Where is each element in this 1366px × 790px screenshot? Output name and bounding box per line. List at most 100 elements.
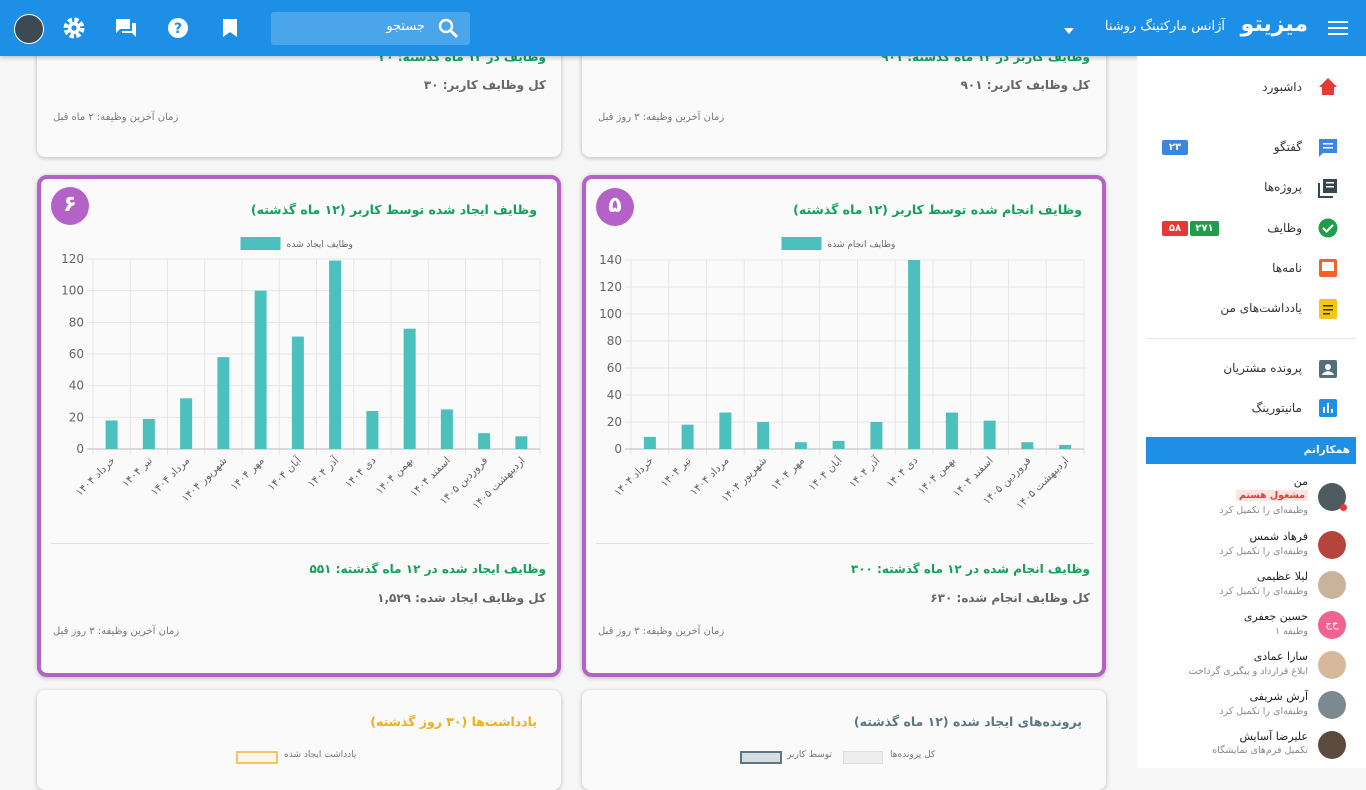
y-tick-label: 120 bbox=[61, 252, 84, 266]
x-tick-label: آذر ۱۴۰۴ bbox=[846, 453, 883, 490]
member-avatar[interactable] bbox=[1318, 691, 1346, 719]
legend-swatch bbox=[740, 751, 782, 764]
x-tick-label: خرداد ۱۴۰۴ bbox=[612, 455, 656, 499]
badge: ۵۸ bbox=[1162, 221, 1188, 236]
x-tick-label: مهر ۱۴۰۴ bbox=[228, 455, 266, 493]
caret bbox=[1064, 28, 1074, 34]
charts-layer: 0 20 40 60 80 100 120 140 وظایف انجام شده خرداد ۱… bbox=[61, 237, 1085, 512]
bar bbox=[440, 409, 453, 449]
member-activity: تکمیل فرم‌های نمایشگاه bbox=[1212, 745, 1308, 756]
y-tick-label: 60 bbox=[69, 347, 84, 361]
bar bbox=[945, 412, 958, 449]
member-name[interactable]: فرهاد شمس bbox=[1249, 530, 1308, 543]
menu-item[interactable]: پرونده مشتریان bbox=[1223, 361, 1302, 375]
status-dot bbox=[1340, 504, 1347, 511]
user-avatar[interactable] bbox=[14, 14, 44, 44]
bar bbox=[366, 411, 379, 449]
menu-item[interactable]: گفتگو bbox=[1273, 140, 1302, 154]
member-activity: وظیفه ۱ bbox=[1274, 626, 1308, 637]
chart-title: یادداشت‌ها (۳۰ روز گذشته) bbox=[370, 714, 537, 729]
y-tick-label: 60 bbox=[607, 361, 622, 375]
divider bbox=[1146, 338, 1356, 339]
app: وظایف کاربر در ۱۲ ماه گذشته: ۹۰۱ کل وظای… bbox=[0, 0, 1366, 764]
x-tick-label: آبان ۱۴۰۴ bbox=[805, 453, 845, 493]
member-name[interactable]: لیلا عظیمی bbox=[1256, 570, 1308, 583]
divider bbox=[596, 543, 1094, 544]
member-activity: وظیفه‌ای را تکمیل کرد bbox=[1219, 505, 1308, 516]
card-total: کل وظایف انجام شده: ۶۳۰ bbox=[930, 591, 1090, 605]
member-name[interactable]: سارا عمادی bbox=[1253, 650, 1308, 663]
member-name[interactable]: من bbox=[1293, 475, 1308, 488]
bar bbox=[254, 290, 267, 449]
help-icon[interactable]: ? bbox=[167, 17, 189, 39]
card-last: زمان آخرین وظیفه: ۳ روز قبل bbox=[53, 626, 180, 637]
legend-label: توسط کاربر bbox=[787, 750, 832, 760]
card-total: کل وظایف کاربر: ۳۰ bbox=[423, 78, 546, 92]
bar bbox=[142, 418, 155, 449]
search-box[interactable] bbox=[271, 12, 470, 45]
member-status: مشغول هستم bbox=[1236, 490, 1308, 501]
chart-title: وظایف ایجاد شده توسط کاربر (۱۲ ماه گذشته… bbox=[250, 202, 537, 217]
search-placeholder[interactable]: جستجو bbox=[386, 19, 425, 34]
chart-title: پرونده‌های ایجاد شده (۱۲ ماه گذشته) bbox=[853, 714, 1082, 729]
menu-icon bbox=[1319, 139, 1337, 157]
menu-icon bbox=[1318, 218, 1338, 238]
member-activity: وظیفه‌ای را تکمیل کرد bbox=[1219, 706, 1308, 717]
menu-icon bbox=[1319, 360, 1337, 378]
x-tick-label: دی ۱۴۰۴ bbox=[343, 454, 379, 490]
member-avatar[interactable] bbox=[1318, 531, 1346, 559]
menu-item[interactable]: داشبورد bbox=[1262, 80, 1302, 94]
y-tick-label: 100 bbox=[61, 284, 84, 298]
bar bbox=[757, 422, 770, 449]
company-select[interactable]: آژانس مارکتینگ روشنا bbox=[1104, 19, 1225, 34]
card-badge: ۵ bbox=[596, 188, 634, 226]
bookmark-icon[interactable] bbox=[222, 18, 238, 38]
bar bbox=[719, 412, 732, 449]
bar bbox=[180, 398, 193, 449]
chart-title: وظایف انجام شده توسط کاربر (۱۲ ماه گذشته… bbox=[793, 202, 1082, 217]
bar bbox=[291, 336, 304, 449]
member-activity: وظیفه‌ای را تکمیل کرد bbox=[1219, 586, 1308, 597]
search-icon[interactable] bbox=[438, 18, 458, 38]
bar bbox=[1059, 444, 1072, 449]
svg-text:?: ? bbox=[174, 21, 182, 37]
member-name[interactable]: علیرضا آسایش bbox=[1239, 730, 1309, 743]
bar bbox=[794, 442, 807, 449]
menu-item[interactable]: نامه‌ها bbox=[1272, 261, 1302, 275]
menu-item[interactable]: پروژه‌ها bbox=[1264, 180, 1302, 194]
menu-item[interactable]: مانیتورینگ bbox=[1251, 401, 1302, 415]
brand[interactable]: میزیتو bbox=[1240, 12, 1308, 37]
card-last: زمان آخرین وظیفه: ۳ روز قبل bbox=[598, 112, 725, 123]
menu-item[interactable]: یادداشت‌های من bbox=[1220, 301, 1302, 315]
legend-label: کل پرونده‌ها bbox=[890, 750, 936, 760]
menu-icon[interactable] bbox=[1328, 18, 1348, 38]
team-header bbox=[1146, 437, 1356, 464]
legend-label: وظایف انجام شده bbox=[828, 240, 896, 250]
member-avatar[interactable]: ح‌ج bbox=[1318, 611, 1346, 639]
y-tick-label: 140 bbox=[599, 253, 622, 267]
x-tick-label: تیر ۱۴۰۴ bbox=[120, 455, 155, 490]
x-tick-label: خرداد ۱۴۰۴ bbox=[74, 455, 118, 499]
card-total: کل وظایف کاربر: ۹۰۱ bbox=[960, 78, 1090, 92]
menu-item[interactable]: وظایف bbox=[1267, 221, 1302, 235]
legend-label: وظایف ایجاد شده bbox=[287, 240, 353, 250]
y-tick-label: 20 bbox=[607, 415, 622, 429]
x-tick-label: دی ۱۴۰۴ bbox=[884, 454, 920, 490]
member-avatar[interactable] bbox=[1318, 651, 1346, 679]
chart-card bbox=[582, 175, 1106, 677]
bar bbox=[217, 357, 230, 449]
x-tick-label: تیر ۱۴۰۴ bbox=[659, 455, 694, 490]
bar bbox=[478, 433, 491, 449]
chat-icon[interactable] bbox=[115, 17, 137, 39]
settings-icon[interactable] bbox=[63, 17, 85, 39]
member-name[interactable]: آرش شریفی bbox=[1249, 690, 1308, 703]
legend-label: یادداشت ایجاد شده bbox=[284, 750, 357, 760]
member-avatar[interactable] bbox=[1318, 731, 1346, 759]
bar bbox=[681, 424, 694, 449]
y-tick-label: 40 bbox=[69, 379, 84, 393]
member-avatar[interactable] bbox=[1318, 571, 1346, 599]
member-name[interactable]: حسین جعفری bbox=[1243, 610, 1308, 623]
x-tick-label: مهر ۱۴۰۴ bbox=[769, 455, 807, 493]
menu-icon bbox=[1319, 399, 1337, 417]
bar bbox=[1021, 442, 1034, 449]
